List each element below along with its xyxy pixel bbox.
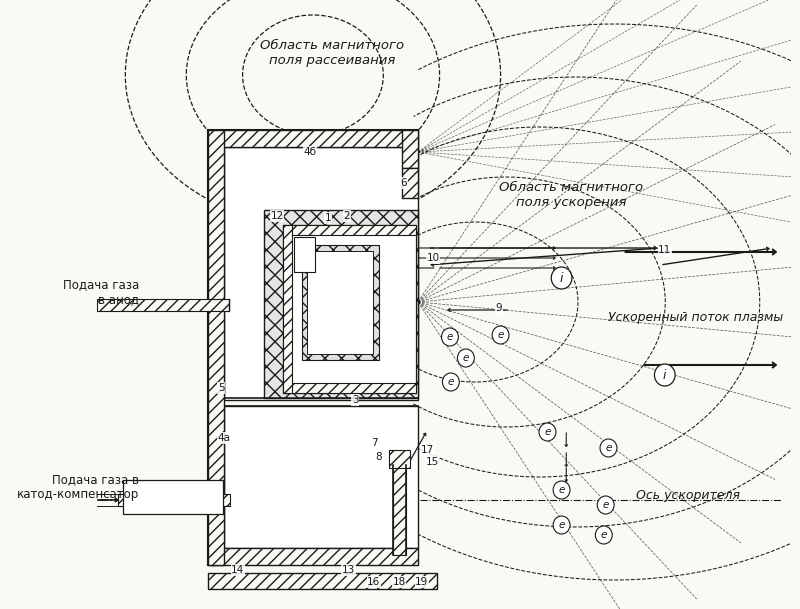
Bar [283,225,292,393]
Text: 2: 2 [343,211,350,221]
Text: 18: 18 [393,577,406,587]
Bar [402,130,418,168]
Bar [264,210,418,398]
Circle shape [654,364,675,386]
Text: $e$: $e$ [447,377,455,387]
Text: $e$: $e$ [543,427,551,437]
Bar [402,168,418,198]
Text: 5: 5 [218,383,224,393]
Bar [283,225,416,235]
Text: Подача газа
в анод: Подача газа в анод [63,278,139,306]
Text: 1: 1 [325,213,331,223]
Text: Область магнитного
поля ускорения: Область магнитного поля ускорения [499,181,643,209]
Circle shape [442,328,458,346]
Circle shape [539,423,556,441]
Bar [118,494,230,506]
Bar [97,299,229,311]
Text: 8: 8 [375,452,382,462]
Text: 15: 15 [426,457,438,467]
Text: 6: 6 [401,178,407,188]
Text: $e$: $e$ [605,443,613,453]
Text: Область магнитного
поля рассеивания: Область магнитного поля рассеивания [260,39,404,67]
Circle shape [553,481,570,499]
Bar [224,406,418,548]
Bar [307,251,373,354]
Text: $e$: $e$ [602,500,610,510]
Text: Ускоренный поток плазмы: Ускоренный поток плазмы [608,311,783,325]
Bar [283,225,416,393]
Circle shape [492,326,509,344]
Text: 13: 13 [342,565,355,575]
Bar [224,147,418,400]
Bar [294,237,315,272]
Circle shape [598,496,614,514]
Text: $i$: $i$ [662,368,667,382]
Text: 4б: 4б [304,147,317,157]
Circle shape [551,267,572,289]
Circle shape [458,349,474,367]
Text: 7: 7 [370,438,378,448]
Text: $e$: $e$ [558,520,566,530]
Text: 19: 19 [415,577,429,587]
Circle shape [553,516,570,534]
Text: Подача газа в
катод-компенсатор: Подача газа в катод-компенсатор [17,473,139,501]
Text: 3: 3 [352,395,358,405]
Text: $e$: $e$ [462,353,470,363]
Circle shape [600,439,617,457]
Bar [393,465,406,555]
Text: $e$: $e$ [600,530,608,540]
Text: 12: 12 [270,211,284,221]
Bar [123,480,223,514]
Text: 4а: 4а [218,433,230,443]
Bar [208,548,418,565]
Text: 9: 9 [495,303,502,313]
Text: $e$: $e$ [446,332,454,342]
Circle shape [595,526,612,544]
Text: 16: 16 [367,577,381,587]
Text: 14: 14 [231,565,245,575]
Bar [389,450,410,468]
Circle shape [442,373,459,391]
Bar [208,130,224,565]
Text: $e$: $e$ [497,330,505,340]
Text: 10: 10 [426,253,439,263]
Text: 11: 11 [658,245,671,255]
Text: $i$: $i$ [559,271,564,285]
Text: Ось ускорителя: Ось ускорителя [636,488,740,501]
Text: 17: 17 [421,445,434,455]
Bar [208,130,418,147]
Bar [302,245,378,360]
Text: $e$: $e$ [558,485,566,495]
Bar [283,383,416,393]
Bar [208,573,437,589]
